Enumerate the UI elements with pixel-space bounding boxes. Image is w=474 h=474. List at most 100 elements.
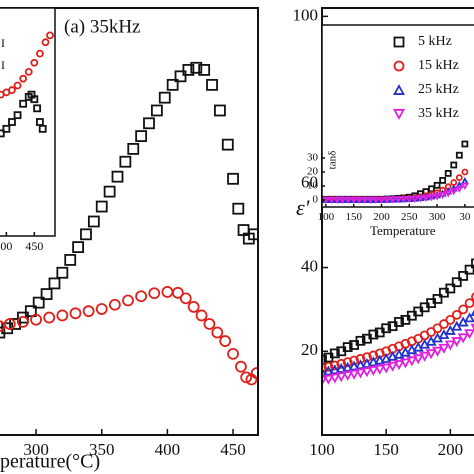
data-point <box>329 373 341 384</box>
data-point <box>348 360 360 371</box>
data-point <box>329 348 340 359</box>
data-point <box>383 196 392 204</box>
data-point <box>9 318 21 330</box>
data-point <box>458 304 469 315</box>
plot-frame <box>321 24 474 208</box>
data-point <box>40 288 53 300</box>
data-point <box>388 196 397 204</box>
data-point <box>432 294 443 304</box>
data-point <box>30 313 42 326</box>
data-point <box>349 196 358 204</box>
data-point <box>24 305 37 318</box>
data-point <box>13 81 22 90</box>
data-point <box>380 352 392 363</box>
data-point <box>464 312 474 323</box>
y-tick-label: 100 <box>293 5 319 24</box>
x-tick-label: 100 <box>309 440 335 459</box>
data-point <box>135 290 148 303</box>
data-point <box>19 99 28 108</box>
data-point <box>166 78 179 91</box>
data-point <box>95 200 108 213</box>
data-point <box>444 169 452 177</box>
data-point <box>348 369 360 380</box>
data-point <box>366 196 375 204</box>
data-point <box>203 318 216 330</box>
data-point <box>150 104 163 117</box>
data-point <box>211 326 224 339</box>
data-point <box>182 64 195 76</box>
legend-marker <box>392 84 406 95</box>
data-point <box>367 366 379 376</box>
data-point <box>451 309 462 320</box>
data-point <box>111 170 124 183</box>
data-point <box>41 38 50 47</box>
data-point <box>32 296 45 309</box>
x-tick-label: 300 <box>429 211 446 223</box>
data-point <box>135 130 148 143</box>
data-point <box>461 168 469 176</box>
data-point <box>322 354 327 365</box>
data-point <box>323 361 334 372</box>
data-point <box>171 286 184 299</box>
data-point <box>377 196 386 204</box>
data-point <box>329 360 340 371</box>
series-group <box>322 258 474 387</box>
data-point <box>374 364 386 375</box>
data-point <box>13 111 22 120</box>
data-point <box>344 196 353 204</box>
data-point <box>355 335 366 346</box>
legend-label: 35 kHz <box>418 106 459 121</box>
data-point <box>322 374 334 385</box>
data-point <box>87 215 100 228</box>
data-point <box>30 58 39 67</box>
data-point <box>342 371 354 382</box>
data-point <box>69 307 82 320</box>
data-point <box>455 151 463 159</box>
data-point <box>95 303 108 315</box>
data-point <box>354 359 367 370</box>
data-point <box>103 185 116 198</box>
data-point <box>360 196 369 204</box>
data-point <box>431 346 444 357</box>
data-point <box>412 354 424 365</box>
data-point <box>367 356 379 367</box>
data-point <box>433 193 442 201</box>
data-point <box>361 357 373 368</box>
data-point <box>33 104 42 113</box>
data-point <box>38 124 47 133</box>
data-point <box>0 320 6 332</box>
legend-marker <box>393 60 405 72</box>
data-point <box>461 140 469 148</box>
data-point <box>393 360 405 371</box>
data-point <box>3 318 16 330</box>
y-tick-label: 30 <box>307 152 319 164</box>
data-point <box>148 287 161 300</box>
data-point <box>354 368 367 379</box>
data-point <box>394 317 404 327</box>
plot-frame <box>0 7 56 237</box>
data-point <box>457 333 469 344</box>
data-point <box>327 196 336 204</box>
y-axis-label: ε' <box>296 195 310 220</box>
data-point <box>195 309 208 322</box>
legend-label: I <box>1 36 5 50</box>
data-point <box>393 348 405 359</box>
data-point <box>425 349 437 360</box>
data-point <box>219 335 232 347</box>
data-point <box>232 202 245 215</box>
data-point <box>450 161 458 169</box>
series-group <box>0 31 54 138</box>
data-point <box>72 241 85 254</box>
data-point <box>108 298 121 311</box>
data-point <box>198 64 211 76</box>
data-point <box>416 195 425 203</box>
data-point <box>439 176 447 184</box>
data-point <box>371 196 380 204</box>
data-point <box>30 95 39 104</box>
data-point <box>214 104 226 117</box>
data-point <box>451 277 462 288</box>
data-point <box>405 196 414 204</box>
x-tick-label: 300 <box>23 440 49 459</box>
data-point <box>56 266 69 279</box>
x-tick-label: 250 <box>401 211 418 223</box>
